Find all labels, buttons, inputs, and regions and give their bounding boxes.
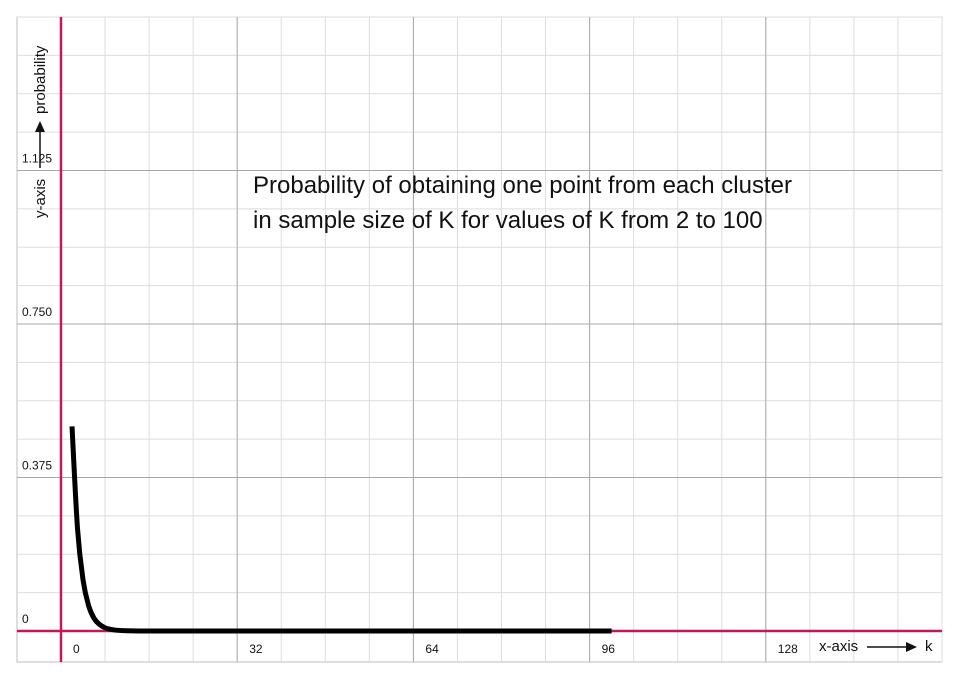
x-tick-label: 32: [249, 642, 263, 656]
y-axis-arrow-head: [35, 121, 45, 132]
major-grid: [17, 17, 942, 662]
y-axis-title: y-axis: [32, 179, 49, 218]
tick-labels: 0 32 64 96 128 0 0.375 0.750 1.125: [22, 152, 798, 657]
series-layer: [69, 426, 612, 634]
series-line-0: [69, 426, 612, 634]
x-axis-title: x-axis: [819, 638, 858, 655]
x-axis-variable: k: [925, 638, 933, 655]
x-tick-label: 96: [602, 642, 616, 656]
minor-grid: [17, 16, 943, 662]
x-tick-label: 64: [425, 642, 439, 656]
chart-title-line-1: Probability of obtaining one point from …: [253, 172, 792, 199]
y-axis-title-group: y-axis probability: [32, 45, 49, 218]
axes: [17, 17, 942, 662]
y-tick-label: 0: [22, 612, 29, 626]
y-tick-label: 1.125: [22, 152, 52, 166]
x-tick-label: 0: [73, 642, 80, 656]
chart-border: [16, 16, 943, 663]
y-axis-variable: probability: [32, 45, 49, 114]
y-tick-label: 0.375: [22, 459, 52, 473]
y-tick-label: 0.750: [22, 305, 52, 319]
x-axis-arrow-head: [906, 642, 917, 652]
chart-title-line-2: in sample size of K for values of K from…: [253, 207, 763, 234]
x-tick-label: 128: [778, 642, 798, 656]
